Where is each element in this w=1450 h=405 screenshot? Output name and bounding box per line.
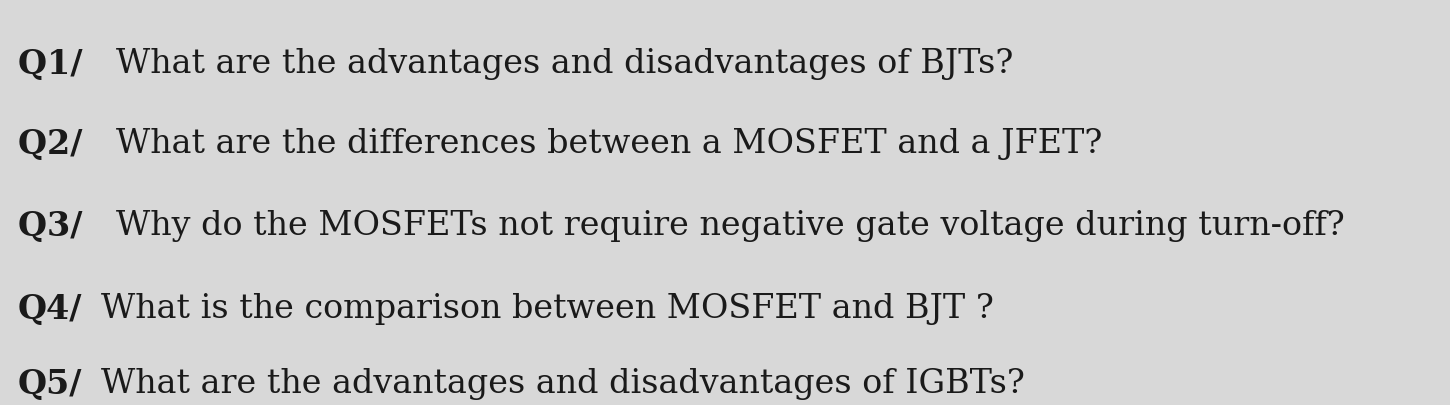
Text: What are the advantages and disadvantages of IGBTs?: What are the advantages and disadvantage… — [102, 368, 1025, 400]
Text: Q4/: Q4/ — [17, 293, 83, 326]
Text: Q3/: Q3/ — [17, 210, 94, 243]
Text: What are the differences between a MOSFET and a JFET?: What are the differences between a MOSFE… — [116, 128, 1102, 160]
Text: Why do the MOSFETs not require negative gate voltage during turn-off?: Why do the MOSFETs not require negative … — [116, 210, 1346, 242]
Text: Q2/: Q2/ — [17, 128, 94, 161]
Text: Q5/: Q5/ — [17, 368, 83, 401]
Text: Q1/: Q1/ — [17, 48, 94, 81]
Text: What is the comparison between MOSFET and BJT ?: What is the comparison between MOSFET an… — [102, 293, 995, 325]
Text: What are the advantages and disadvantages of BJTs?: What are the advantages and disadvantage… — [116, 48, 1014, 80]
